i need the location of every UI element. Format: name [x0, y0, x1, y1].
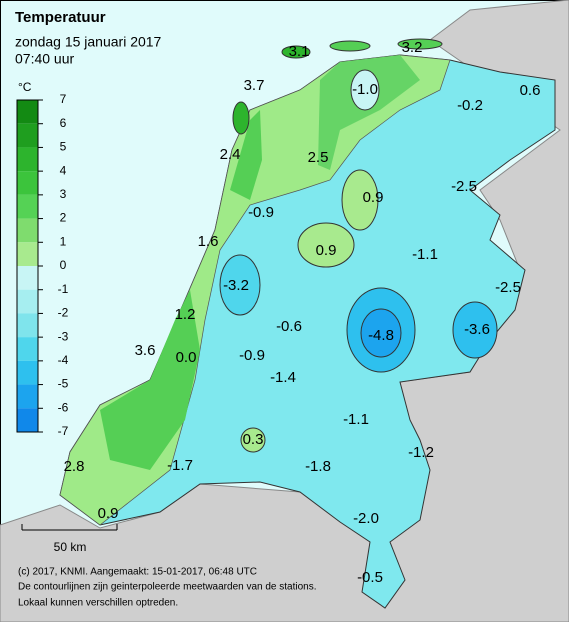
- footer-line: Lokaal kunnen verschillen optreden.: [18, 598, 178, 609]
- station-value: -1.8: [305, 458, 331, 475]
- green-zone-dark: [100, 290, 200, 470]
- legend-swatch: [17, 147, 38, 172]
- contour: [240, 427, 266, 453]
- legend-unit: °C: [18, 80, 32, 94]
- station-value: -0.9: [248, 204, 274, 221]
- island: [281, 45, 311, 59]
- legend-tick-label: -5: [58, 377, 69, 391]
- station-value: 1.6: [198, 233, 219, 250]
- station-value: 0.0: [176, 349, 197, 366]
- legend-swatch: [17, 337, 38, 361]
- station-value: 0.9: [316, 242, 337, 259]
- station-value: 3.1: [289, 43, 310, 60]
- footer-line: (c) 2017, KNMI. Aangemaakt: 15-01-2017, …: [18, 567, 257, 578]
- legend-swatch: [17, 266, 38, 290]
- lake: [341, 169, 379, 231]
- station-value: -1.2: [408, 444, 434, 461]
- contour: [350, 69, 380, 111]
- legend-tick-label: -2: [58, 306, 69, 320]
- station-value: -3.2: [223, 277, 249, 294]
- station-value: -0.6: [276, 318, 302, 335]
- station-value: -2.0: [353, 510, 379, 527]
- station-value: -1.0: [352, 81, 378, 98]
- station-value: 2.4: [220, 146, 241, 163]
- station-value: -3.6: [464, 321, 490, 338]
- legend-tick-label: 2: [60, 211, 67, 225]
- date: zondag 15 januari 2017: [15, 34, 162, 50]
- legend-swatch: [17, 171, 38, 195]
- station-value: 0.6: [520, 82, 541, 99]
- station-value: 3.7: [244, 77, 265, 94]
- island: [329, 40, 371, 52]
- island: [232, 101, 250, 135]
- contour: [219, 254, 261, 316]
- station-value: 2.5: [308, 149, 329, 166]
- legend-tick-label: 7: [60, 92, 67, 106]
- station-value: -2.5: [495, 279, 521, 296]
- station-value: 0.9: [363, 189, 384, 206]
- legend-swatch: [17, 384, 38, 409]
- station-value: -4.8: [368, 327, 394, 344]
- scale-label: 50 km: [54, 540, 87, 554]
- legend-swatch: [17, 408, 38, 432]
- station-value: -0.9: [239, 347, 265, 364]
- legend-tick-label: 4: [60, 163, 67, 177]
- legend-tick-label: -3: [58, 329, 69, 343]
- station-value: -1.7: [167, 457, 193, 474]
- title: Temperatuur: [15, 9, 106, 26]
- station-value: -1.1: [343, 411, 369, 428]
- legend-swatch: [17, 218, 38, 243]
- station-value: -1.4: [270, 369, 296, 386]
- legend-tick-label: 3: [60, 187, 67, 201]
- green-zone-dark: [230, 110, 262, 200]
- station-value: 0.3: [243, 431, 264, 448]
- legend-tick-label: 0: [60, 258, 67, 272]
- station-value: -1.1: [412, 246, 438, 263]
- legend-swatch: [17, 100, 38, 124]
- lake: [297, 222, 355, 268]
- legend-swatch: [17, 194, 38, 219]
- station-value: 2.8: [64, 458, 85, 475]
- legend-swatch: [17, 242, 38, 266]
- footer-line: De contourlijnen zijn geinterpoleerde me…: [18, 582, 317, 593]
- contour: [360, 308, 402, 358]
- legend-tick-label: -7: [58, 424, 69, 438]
- contour: [452, 301, 498, 359]
- legend-tick-label: 5: [60, 140, 67, 154]
- station-value: -2.5: [451, 178, 477, 195]
- legend-swatch: [17, 123, 38, 148]
- legend-tick-label: -4: [58, 353, 69, 367]
- legend-tick-label: -6: [58, 400, 69, 414]
- legend-swatch: [17, 360, 38, 385]
- station-value: 3.2: [402, 39, 423, 56]
- time: 07:40 uur: [15, 51, 74, 67]
- island: [397, 38, 443, 50]
- legend-tick-label: -1: [58, 282, 69, 296]
- station-value: 3.6: [135, 342, 156, 359]
- legend-swatch: [17, 289, 38, 314]
- station-value: 0.9: [98, 505, 119, 522]
- station-value: -0.2: [457, 97, 483, 114]
- legend-swatch: [17, 313, 38, 338]
- station-value: -0.5: [357, 569, 383, 586]
- station-value: 1.2: [175, 306, 196, 323]
- legend-tick-label: 1: [60, 234, 67, 248]
- legend-tick-label: 6: [60, 116, 67, 130]
- green-zone-dark: [318, 55, 420, 170]
